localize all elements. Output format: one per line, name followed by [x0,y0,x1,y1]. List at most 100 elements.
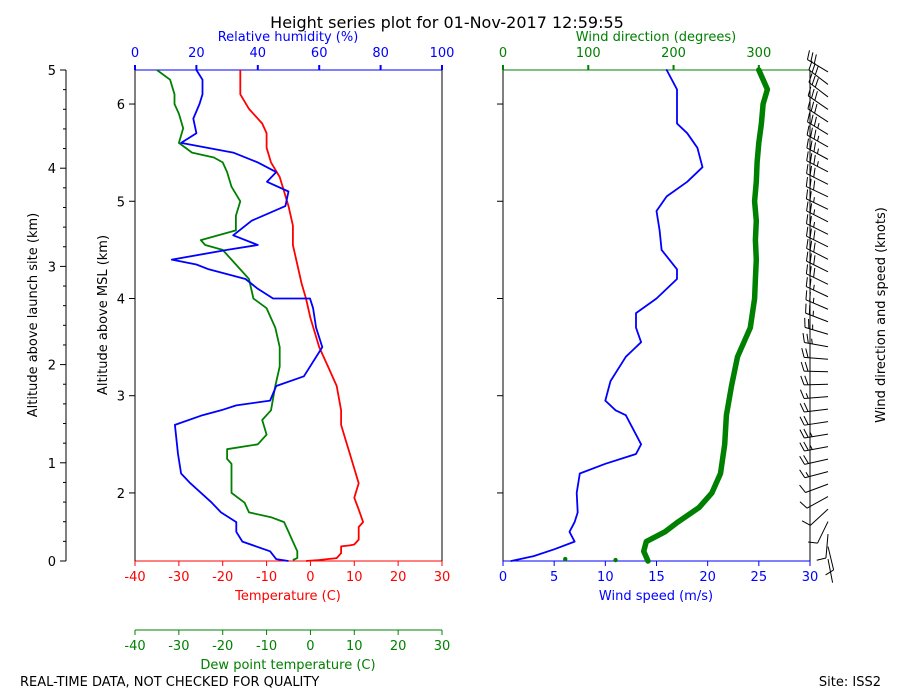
wind-barb-feather [809,178,812,189]
wind-barb-feather [803,455,809,464]
wind-barb-staff [807,59,829,73]
wind-barb-feather [807,86,812,96]
wind-barb-feather [809,240,813,251]
wind-barb-feather [801,520,811,526]
wind-barb-feather [799,455,806,465]
temperature-line [239,70,365,562]
dewpoint-tick-label: -30 [168,639,189,654]
wind-barb-staff [827,558,834,583]
wind-barb-feather [802,333,805,343]
wind-barb-feather [801,348,805,358]
wind-barb-half-feather [812,297,815,304]
wind-barb-feather [807,99,811,109]
wind-barb-half-feather [805,471,810,477]
wind-barb-half-feather [811,338,813,344]
wind-barb-feather [805,277,808,287]
humidity-tick-label: 80 [372,46,389,61]
wind-barb-feather [806,251,809,262]
msl-tick-label: 4 [117,292,125,307]
temperature-tick-label: -20 [212,570,233,585]
wind-barb-feather [816,557,827,561]
wind-barb-feather [806,201,809,212]
wind-barb-staff [817,521,829,544]
wind-barb-staff [810,508,829,526]
msl-axis-label: Altitude above MSL (km) [96,235,111,395]
msl-tick-label: 3 [117,390,125,405]
humidity-axis-label: Relative humidity (%) [218,30,359,45]
site-tick-label: 2 [48,359,56,374]
wind-barb-half-feather [816,161,819,167]
temperature-tick-label: 20 [390,570,407,585]
wind-barb-staff [806,496,829,509]
wind-barb-feather [810,52,814,62]
wind-barb-staff [803,370,829,373]
wind-speed-tick-label: 20 [699,570,716,585]
wind-barb-feather [813,242,816,253]
wind-barb-feather [803,402,809,412]
humidity-tick-label: 100 [430,46,455,61]
temperature-tick-label: -40 [124,570,145,585]
humidity-line [170,69,324,562]
dewpoint-tick-label: 20 [390,639,407,654]
temperature-tick-label: 30 [434,570,451,585]
wind-barb-feather [814,103,818,114]
wind-barb-feather [806,50,810,60]
wind-barb-feather [813,267,816,278]
wind-barb-feather [805,189,809,199]
wind-barb-half-feather [809,444,813,450]
humidity-tick-label: 20 [188,46,205,61]
wind-barb-staff [825,534,829,559]
msl-tick-label: 5 [117,195,125,210]
wind_speed-line [510,69,704,562]
wind-barb-feather [806,164,809,174]
wind-barb-feather [809,153,813,163]
wind-direction-tick-label: 0 [499,46,507,61]
wind-barb-feather [808,73,813,83]
temperature-tick-label: -30 [168,570,189,585]
wind-speed-tick-label: 25 [751,570,768,585]
dewpoint-tick-label: -40 [124,639,145,654]
wind-barb-feather [800,361,805,372]
barb-axis-label: Wind direction and speed (knots) [874,207,889,423]
wind-barb-feather [813,180,816,191]
wind-barb-feather [806,333,809,344]
humidity-tick-label: 0 [131,46,139,61]
wind-barb-feather [813,116,817,127]
wind-barb-feather [810,127,813,138]
wind-barb-half-feather [809,431,813,437]
wind-barb-feather [803,415,809,425]
site-tick-label: 3 [48,260,56,275]
wind-barb-feather [811,63,816,73]
dewpoint-tick-label: -10 [256,639,277,654]
wind-barb-feather [805,348,809,358]
site-tick-label: 4 [48,162,56,177]
wind-direction-tick-label: 300 [746,46,771,61]
wind-direction-tick-label: 100 [576,46,601,61]
wind-barb-feather [799,469,806,478]
wind-barb-half-feather [813,209,816,215]
humidity-tick-label: 60 [311,46,328,61]
site-tick-label: 5 [48,64,56,79]
wind-barb-feather [806,238,809,249]
wind-barb-feather [809,203,813,213]
wind-barb-feather [814,91,818,101]
wind-speed-tick-label: 15 [648,570,665,585]
wind-barb-feather [811,88,815,99]
wind-barb-feather [813,54,817,64]
wind-barb-half-feather [813,284,815,291]
wind-speed-axis-label: Wind speed (m/s) [599,589,713,604]
wind-barb-feather [805,214,809,224]
wind-barb-half-feather [813,197,815,203]
wind-barb-feather [809,140,813,150]
wind-barb-feather [799,501,808,509]
wind-barb-feather [799,416,805,426]
wind-barb-feather [799,429,805,439]
wind-speed-tick-label: 5 [550,570,558,585]
wind-barb-staff [804,446,829,452]
wind-direction-axis-label: Wind direction (degrees) [576,30,736,45]
temperature-tick-label: 0 [306,570,314,585]
dewpoint-tick-label: -20 [212,639,233,654]
wind-barb-feather [813,230,816,240]
wind-barb-feather [799,484,806,493]
